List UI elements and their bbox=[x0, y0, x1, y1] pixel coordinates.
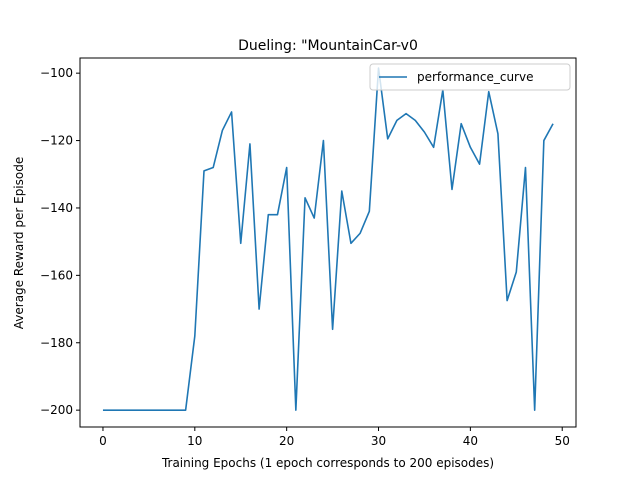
y-tick-label: −140 bbox=[40, 201, 73, 215]
legend-label: performance_curve bbox=[417, 70, 533, 84]
x-tick-label: 10 bbox=[187, 434, 202, 448]
x-tick-label: 0 bbox=[99, 434, 107, 448]
y-tick-label: −160 bbox=[40, 268, 73, 282]
y-tick-label: −180 bbox=[40, 336, 73, 350]
x-tick-label: 40 bbox=[463, 434, 478, 448]
x-tick-label: 50 bbox=[555, 434, 570, 448]
series-line-0 bbox=[102, 67, 554, 411]
y-tick-label: −200 bbox=[40, 403, 73, 417]
x-tick-label: 30 bbox=[371, 434, 386, 448]
legend-box bbox=[369, 63, 571, 91]
x-axis-title: Training Epochs (1 epoch corresponds to … bbox=[161, 456, 494, 470]
y-tick-label: −100 bbox=[40, 66, 73, 80]
axes-frame bbox=[79, 57, 577, 428]
x-tick-label: 20 bbox=[279, 434, 294, 448]
plot-area: 0 10 20 30 40 50 −200 −180 −160 −140 −120 −100 perfo… bbox=[40, 57, 577, 448]
chart-title: Dueling: "MountainCar-v0 bbox=[238, 38, 418, 54]
y-tick-label: −120 bbox=[40, 134, 73, 148]
y-axis-title: Average Reward per Episode bbox=[12, 157, 26, 329]
